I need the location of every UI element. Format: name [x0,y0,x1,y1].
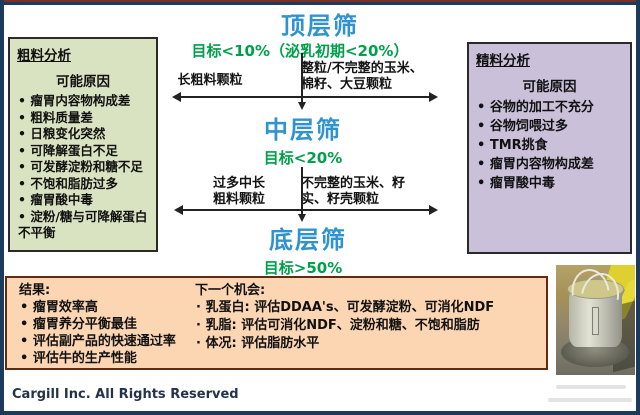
list-item: 瘤胃内容物构成差 [18,93,149,110]
opportunities-list: 乳蛋白: 评估DDAA's、可发酵淀粉、可消化NDF 乳脂: 评估可消化NDF、… [195,299,547,353]
coarse-box-title: 粗料分析 [17,48,71,64]
list-item: 可降解蛋白不足 [18,143,149,160]
bottom-sieve-target: 目标>50% [263,259,343,277]
results-title: 结果: [19,283,51,298]
results-list: 瘤胃效率高 瘤胃养分平衡最佳 评估副产品的快速通过率 评估牛的生产性能 [19,299,194,367]
frame-right-border [636,0,640,415]
list-item: 评估副产品的快速通过率 [20,333,194,350]
list-item: 淀粉/糖与可降解蛋白不平衡 [18,209,149,242]
list-item: 乳脂: 评估可消化NDF、淀粉和糖、不饱和脂肪 [196,317,547,335]
coarse-cause-list: 瘤胃内容物构成差 粗料质量差 日粮变化突然 可降解蛋白不足 可发酵淀粉和糖不足 … [17,93,149,242]
list-item: 乳蛋白: 评估DDAA's、可发酵淀粉、可消化NDF [196,299,547,317]
list-item: 谷物的加工不充分 [477,98,623,117]
bottom-sieve-title: 底层筛 [269,226,347,254]
opportunities-title: 下一个机会: [195,283,266,298]
watermark-smudge [556,385,626,389]
results-opportunities-box: 结果: 瘤胃效率高 瘤胃养分平衡最佳 评估副产品的快速通过率 评估牛的生产性能 … [5,276,548,370]
list-item: 可发酵淀粉和糖不足 [18,159,149,176]
photo-separator-top [567,279,624,299]
frame-bottom-border [0,411,640,415]
top-right-flow-label-line1: 整粒/不完整的玉米、 [301,61,423,76]
list-item: 评估牛的生产性能 [20,350,194,367]
list-item: 谷物饲喂过多 [477,117,623,136]
top-sieve-title: 顶层筛 [281,12,359,40]
mid-left-flow-label-line1: 过多中长 [213,176,266,191]
mid-right-flow-label-line1: 不完整的玉米、籽 [301,176,406,191]
middle-sieve-target: 目标<20% [263,149,343,167]
mid-left-flow-label: 过多中长 粗料颗粒 [213,176,293,208]
top-right-flow-label: 整粒/不完整的玉米、 棉籽、大豆颗粒 [301,61,471,93]
photo-latch [592,307,599,335]
down-arrow-icon [298,167,306,222]
frame-left-border [0,0,4,415]
frame-top-navy-line [0,2,640,5]
fine-box-subtitle: 可能原因 [522,79,577,95]
mid-right-flow-label: 不完整的玉米、籽 实、籽壳颗粒 [301,176,466,208]
particle-separator-photo [556,265,635,375]
double-headed-arrow-icon [172,92,438,102]
fine-cause-list: 谷物的加工不充分 谷物饲喂过多 TMR挑食 瘤胃内容物构成差 瘤胃酸中毒 [476,98,623,193]
coarse-feed-analysis-box: 粗料分析 可能原因 瘤胃内容物构成差 粗料质量差 日粮变化突然 可降解蛋白不足 … [8,37,158,252]
double-headed-arrow-icon [174,205,438,215]
list-item: 体况: 评估脂肪水平 [196,335,547,353]
opportunities-column: 下一个机会: 乳蛋白: 评估DDAA's、可发酵淀粉、可消化NDF 乳脂: 评估… [195,282,547,353]
coarse-box-subtitle: 可能原因 [56,74,110,90]
list-item: 瘤胃效率高 [20,299,194,316]
fine-box-title: 精料分析 [476,53,530,69]
list-item: 不饱和脂肪过多 [18,176,149,193]
list-item: 日粮变化突然 [18,126,149,143]
watermark-smudge [548,398,632,402]
results-column: 结果: 瘤胃效率高 瘤胃养分平衡最佳 评估副产品的快速通过率 评估牛的生产性能 [19,282,194,367]
fine-feed-analysis-box: 精料分析 可能原因 谷物的加工不充分 谷物饲喂过多 TMR挑食 瘤胃内容物构成差… [467,42,632,254]
middle-sieve-title: 中层筛 [264,116,342,144]
top-left-flow-label: 长粗料颗粒 [177,73,243,88]
mid-left-flow-label-line2: 粗料颗粒 [213,192,266,207]
list-item: 瘤胃酸中毒 [477,174,623,193]
list-item: 瘤胃酸中毒 [18,192,149,209]
list-item: 粗料质量差 [18,110,149,127]
top-sieve-target: 目标<10%（泌乳初期<20%） [191,42,409,60]
list-item: 瘤胃内容物构成差 [477,155,623,174]
top-right-flow-label-line2: 棉籽、大豆颗粒 [301,77,393,92]
list-item: 瘤胃养分平衡最佳 [20,316,194,333]
frame-top-maroon-line [0,0,640,2]
down-arrow-icon [298,53,306,110]
list-item: TMR挑食 [477,136,623,155]
copyright-text: Cargill Inc. All Rights Reserved [12,387,239,402]
mid-right-flow-label-line2: 实、籽壳颗粒 [301,192,380,207]
